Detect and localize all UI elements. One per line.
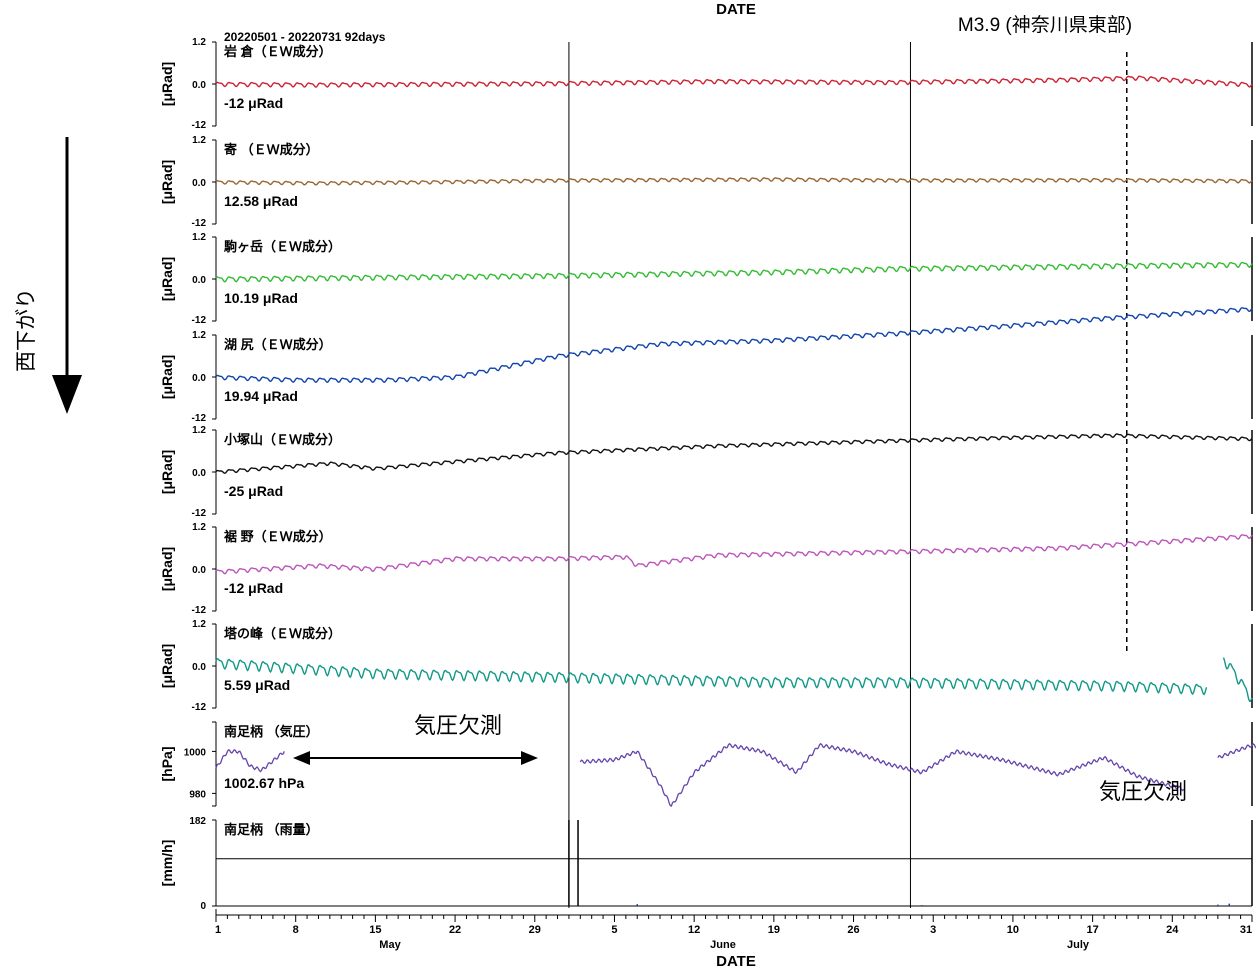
x-tick-label: 3 bbox=[930, 924, 936, 936]
month-label-july: July bbox=[1067, 939, 1090, 951]
panel-unit-label: [μRad] bbox=[159, 644, 175, 688]
x-tick-label: 15 bbox=[369, 924, 381, 936]
y-tick-label: -12 bbox=[192, 120, 207, 131]
missing-range-arrow-right bbox=[521, 751, 538, 765]
month-label-may: May bbox=[379, 939, 401, 951]
panel-0: [μRad] 岩 倉（ＥＷ成分） -12 μRad 1.2 0.0 -12 bbox=[159, 37, 1253, 131]
y-tick-label: 0.0 bbox=[192, 565, 206, 576]
y-tick-label: -12 bbox=[192, 605, 207, 616]
pressure-series-line bbox=[215, 748, 285, 773]
offset-label: 12.58 μRad bbox=[224, 193, 298, 209]
x-tick-label: 1 bbox=[215, 924, 221, 936]
y-tick-label: 980 bbox=[189, 789, 206, 800]
x-tick-label: 22 bbox=[449, 924, 461, 936]
y-tick-label: 0 bbox=[200, 901, 206, 912]
y-tick-label: -12 bbox=[192, 413, 207, 424]
x-tick-label: 29 bbox=[529, 924, 541, 936]
y-tick-label: 0.0 bbox=[192, 275, 206, 286]
panel-4: [μRad] 小塚山（ＥＷ成分） -25 μRad 1.2 0.0 -12 bbox=[159, 425, 1253, 519]
x-tick-label: 19 bbox=[768, 924, 780, 936]
panel-5: [μRad] 裾 野（ＥＷ成分） -12 μRad 1.2 0.0 -12 bbox=[159, 522, 1253, 616]
x-tick-label: 8 bbox=[293, 924, 299, 936]
x-tick-label: 31 bbox=[1240, 924, 1252, 936]
y-tick-label: 0.0 bbox=[192, 178, 206, 189]
y-tick-label: 0.0 bbox=[192, 468, 206, 479]
panel-unit-label: [mm/h] bbox=[159, 840, 175, 887]
panel-unit-label: [μRad] bbox=[159, 62, 175, 106]
pressure-missing-label-2: 気圧欠測 bbox=[1099, 779, 1187, 804]
station-label: 南足柄 （気圧） bbox=[224, 724, 319, 739]
tilt-series-line bbox=[215, 177, 1253, 186]
event-label: M3.9 (神奈川県東部) bbox=[958, 14, 1132, 36]
offset-label: 10.19 μRad bbox=[224, 290, 298, 306]
offset-label: 1002.67 hPa bbox=[224, 775, 304, 791]
tilt-series-line bbox=[215, 534, 1253, 575]
bottom-date-label: DATE bbox=[716, 953, 756, 969]
x-tick-label: 24 bbox=[1166, 924, 1179, 936]
y-tick-label: 1.2 bbox=[192, 330, 206, 341]
x-tick-label: 10 bbox=[1007, 924, 1019, 936]
pressure-series-line bbox=[1217, 743, 1256, 759]
station-label: 南足柄 （雨量） bbox=[224, 822, 319, 837]
y-tick-label: 1.2 bbox=[192, 522, 206, 533]
tilt-series-line bbox=[215, 433, 1253, 474]
panel-3: [μRad] 湖 尻（ＥＷ成分） 19.94 μRad 1.2 0.0 -12 bbox=[159, 307, 1253, 424]
westward-arrow-head bbox=[52, 375, 82, 414]
y-tick-label: 182 bbox=[189, 816, 206, 827]
station-label: 塔の峰（ＥＷ成分） bbox=[224, 626, 341, 641]
tilt-series-line bbox=[215, 261, 1253, 283]
station-label: 裾 野（ＥＷ成分） bbox=[224, 529, 332, 544]
tilt-series-line bbox=[1222, 657, 1253, 703]
offset-label: 19.94 μRad bbox=[224, 388, 298, 404]
y-tick-label: 1.2 bbox=[192, 135, 206, 146]
station-label: 寄 （ＥＷ成分） bbox=[224, 142, 319, 157]
panel-unit-label: [μRad] bbox=[159, 257, 175, 301]
station-label: 駒ヶ岳（ＥＷ成分） bbox=[223, 239, 341, 254]
y-tick-label: -12 bbox=[192, 508, 207, 519]
period-label: 20220501 - 20220731 92days bbox=[224, 30, 386, 44]
panel-unit-label: [μRad] bbox=[159, 160, 175, 204]
missing-range-arrow-left bbox=[293, 751, 310, 765]
tilt-series-line bbox=[215, 75, 1253, 88]
offset-label: -12 μRad bbox=[224, 95, 283, 111]
y-tick-label: -12 bbox=[192, 315, 207, 326]
x-tick-label: 26 bbox=[847, 924, 859, 936]
y-tick-label: 0.0 bbox=[192, 373, 206, 384]
y-tick-label: 1.2 bbox=[192, 425, 206, 436]
y-tick-label: 1000 bbox=[184, 747, 207, 758]
pressure-series-line bbox=[579, 742, 1185, 807]
y-tick-label: 1.2 bbox=[192, 37, 206, 48]
offset-label: -25 μRad bbox=[224, 483, 283, 499]
panel-6: [μRad] 塔の峰（ＥＷ成分） 5.59 μRad 1.2 0.0 -12 bbox=[159, 619, 1253, 713]
tilt-series-line bbox=[215, 658, 1208, 696]
panel-unit-label: [hPa] bbox=[159, 747, 175, 782]
station-label: 岩 倉（ＥＷ成分） bbox=[223, 44, 332, 59]
offset-label: 5.59 μRad bbox=[224, 677, 290, 693]
panel-1: [μRad] 寄 （ＥＷ成分） 12.58 μRad 1.2 0.0 -12 bbox=[159, 135, 1253, 229]
y-tick-label: 1.2 bbox=[192, 232, 206, 243]
month-label-june: June bbox=[710, 939, 736, 951]
y-tick-label: -12 bbox=[192, 218, 207, 229]
westward-arrow-label: 西下がり bbox=[15, 288, 38, 372]
station-label: 湖 尻（ＥＷ成分） bbox=[224, 337, 332, 352]
y-tick-label: -12 bbox=[192, 702, 207, 713]
y-tick-label: 1.2 bbox=[192, 619, 206, 630]
panel-2: [μRad] 駒ヶ岳（ＥＷ成分） 10.19 μRad 1.2 0.0 -12 bbox=[159, 232, 1253, 326]
x-tick-label: 12 bbox=[688, 924, 700, 936]
panel-unit-label: [μRad] bbox=[159, 355, 175, 399]
x-tick-label: 5 bbox=[611, 924, 617, 936]
y-tick-label: 0.0 bbox=[192, 662, 206, 673]
y-tick-label: 0.0 bbox=[192, 80, 206, 91]
top-date-label: DATE bbox=[716, 1, 756, 18]
panel-unit-label: [μRad] bbox=[159, 547, 175, 591]
panel-unit-label: [μRad] bbox=[159, 450, 175, 494]
offset-label: -12 μRad bbox=[224, 580, 283, 596]
pressure-missing-label-1: 気圧欠測 bbox=[414, 713, 502, 738]
x-tick-label: 17 bbox=[1086, 924, 1098, 936]
panel-8: [mm/h] 南足柄 （雨量） 182 0 bbox=[159, 816, 1253, 912]
station-label: 小塚山（ＥＷ成分） bbox=[224, 432, 341, 447]
tilt-series-line bbox=[215, 307, 1253, 383]
